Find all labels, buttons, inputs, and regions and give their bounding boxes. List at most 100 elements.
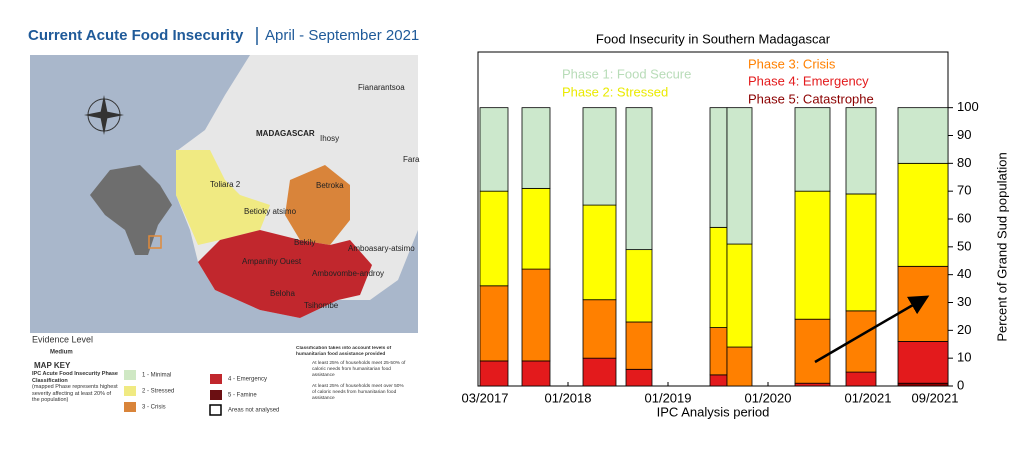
bar-segment	[479, 285, 509, 362]
assistance-1: At least 25% of households meet 25-50% o…	[312, 360, 406, 378]
y-tick-label: 100	[957, 99, 979, 114]
place-label: Ambovombe-androy	[312, 269, 384, 278]
bar-segment	[709, 107, 728, 228]
bar-segment	[845, 107, 877, 195]
bar-segment	[625, 321, 653, 370]
bar-segment	[726, 346, 753, 387]
assistance-2: At least 25% of households meet over 50%…	[312, 383, 404, 401]
map-period: April - September 2021	[265, 27, 419, 44]
bar-segment	[794, 382, 831, 387]
place-label: Fianarantsoa	[358, 83, 405, 92]
bar-segment	[897, 265, 949, 342]
bar-segment	[582, 299, 617, 359]
bar-segment	[625, 249, 653, 323]
map-key: Evidence Level Medium MAP KEY IPC Acute …	[32, 334, 406, 416]
map-title: Current Acute Food Insecurity	[28, 27, 244, 44]
phase-label: 4 - Emergency	[228, 377, 267, 383]
place-label: Beloha	[270, 289, 295, 298]
bar-segment	[794, 107, 831, 192]
place-label: Tsihombe	[304, 301, 339, 310]
zone-crisis	[285, 165, 350, 245]
swatch	[124, 386, 136, 396]
bar-segment	[897, 341, 949, 384]
bar-segment	[521, 360, 551, 387]
x-tick-label: 09/2021	[912, 390, 959, 405]
legend-entry: Phase 2: Stressed	[562, 84, 668, 99]
y-tick-label: 80	[957, 155, 971, 170]
bar-segment	[582, 107, 617, 206]
place-label: Fara	[403, 155, 420, 164]
y-tick-label: 30	[957, 294, 971, 309]
bar-segment	[582, 357, 617, 387]
place-label: Toliara 2	[210, 180, 241, 189]
place-label: Ampanihy Ouest	[242, 257, 302, 266]
key-text: IPC Acute Food Insecurity Phase Classifi…	[32, 371, 118, 404]
bar-segment	[521, 107, 551, 189]
y-tick-label: 10	[957, 350, 971, 365]
place-label: MADAGASCAR	[256, 129, 315, 138]
bar-segment	[479, 107, 509, 192]
y-tick-label: 90	[957, 127, 971, 142]
phase-label: 3 - Crisis	[142, 405, 166, 411]
bar-segment	[625, 107, 653, 251]
zone-emergency	[198, 230, 372, 318]
africa	[90, 165, 172, 255]
place-label: Bekily	[294, 238, 315, 247]
bar-segment	[794, 318, 831, 384]
y-tick-label: 40	[957, 266, 971, 281]
legend-entry: Phase 4: Emergency	[748, 73, 869, 88]
x-tick-label: 01/2019	[645, 390, 692, 405]
zone-stressed	[176, 150, 270, 245]
x-tick-label: 01/2018	[545, 390, 592, 405]
y-axis-label: Percent of Grand Sud population	[994, 152, 1009, 341]
bar-segment	[726, 243, 753, 348]
place-label: Betioky atsimo	[244, 207, 297, 216]
swatch	[124, 370, 136, 380]
legend-entry: Phase 3: Crisis	[748, 56, 836, 71]
x-tick-label: 01/2020	[745, 390, 792, 405]
bar-segment	[897, 107, 949, 164]
assistance-text: Classification takes into account levels…	[296, 346, 406, 401]
key-note: (mapped Phase represents highest severit…	[32, 384, 118, 404]
phase-label: 5 - Famine	[228, 393, 257, 399]
bar-segment	[709, 327, 728, 376]
swatch	[209, 404, 222, 416]
y-tick-label: 50	[957, 238, 971, 253]
bar-segment	[845, 371, 877, 387]
bar-segment	[479, 360, 509, 387]
bar-segment	[521, 268, 551, 362]
legend-entry: Phase 5: Catastrophe	[748, 91, 874, 106]
y-tick-label: 20	[957, 322, 971, 337]
y-tick-label: 0	[957, 377, 964, 392]
bar-segment	[794, 190, 831, 320]
y-tick-label: 70	[957, 183, 971, 198]
legend-entry: Phase 1: Food Secure	[562, 66, 691, 81]
bar-segment	[582, 204, 617, 301]
chart: 0 10 20 30 40 50 60 70 80 90 100 03/2017 01/2018 01/2…	[462, 56, 979, 405]
place-label: Amboasary-atsimo	[348, 244, 415, 253]
bar-segment	[709, 374, 728, 387]
swatch	[210, 374, 222, 384]
inset-box	[148, 235, 162, 249]
phase-label: 2 - Stressed	[142, 389, 174, 395]
swatch	[124, 402, 136, 412]
map: Fianarantsoa MADAGASCAR Ihosy Fara Tolia…	[30, 55, 420, 333]
compass-rose	[84, 95, 124, 135]
assistance-title: Classification takes into account levels…	[296, 346, 392, 357]
x-axis-label: IPC Analysis period	[657, 404, 770, 419]
x-tick-label: 03/2017	[462, 390, 509, 405]
x-tick-label: 01/2021	[845, 390, 892, 405]
evidence-title: Evidence Level	[32, 334, 93, 344]
bar-segment	[479, 190, 509, 287]
y-tick-label: 60	[957, 210, 971, 225]
bar-segment	[897, 162, 949, 267]
key-subtitle: IPC Acute Food Insecurity Phase Classifi…	[32, 371, 118, 384]
evidence-value: Medium	[50, 350, 73, 356]
bar-segment	[709, 226, 728, 328]
bar-segment	[521, 187, 551, 270]
trend-arrow	[814, 295, 930, 364]
place-label: Betroka	[316, 181, 344, 190]
bar-segment	[726, 107, 753, 245]
bar-segment	[625, 368, 653, 387]
